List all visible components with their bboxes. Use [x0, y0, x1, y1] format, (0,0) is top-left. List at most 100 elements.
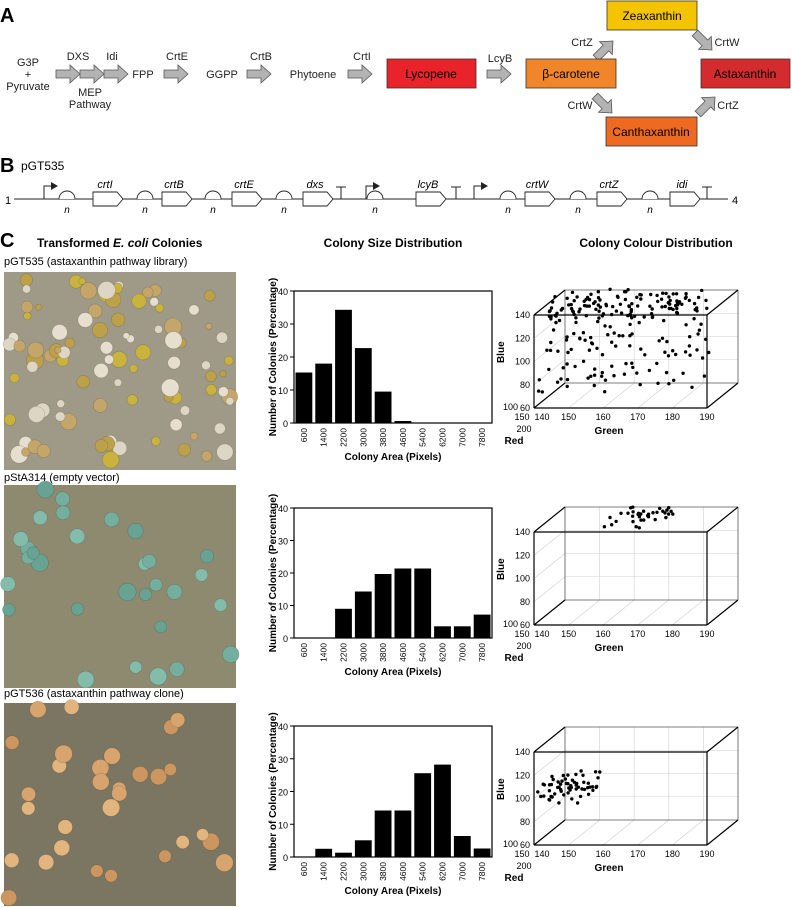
x-tick-label: 3000 [358, 862, 368, 881]
colony [102, 798, 121, 817]
blue-tick-label: 140 [515, 747, 530, 757]
point [657, 339, 661, 343]
colony [38, 854, 55, 871]
point [628, 334, 632, 338]
gene-crtw-label: crtW [526, 179, 550, 191]
colony [76, 670, 95, 689]
gene-dxs-label: dxs [306, 179, 324, 191]
colony [26, 546, 40, 560]
column-title-size: Colony Size Distribution [324, 236, 463, 250]
x-tick-label: 5400 [418, 428, 428, 447]
y-tick-label: 30 [278, 320, 288, 330]
point [651, 511, 655, 515]
y-tick-label: 30 [278, 537, 288, 547]
x-tick-label: 6200 [438, 428, 448, 447]
grid-line [603, 382, 635, 409]
red-tick-label: 200 [516, 641, 531, 651]
colony [32, 510, 48, 526]
box-edge [533, 382, 566, 409]
colony [196, 828, 209, 841]
colony [216, 331, 228, 344]
point [656, 299, 660, 304]
point [591, 788, 595, 792]
colony [2, 603, 16, 617]
point [635, 371, 639, 375]
red-axis-label: Red [505, 873, 524, 884]
bar [453, 836, 471, 857]
colony [54, 346, 62, 354]
box-edge [706, 506, 739, 533]
bar [414, 773, 432, 857]
colony [90, 864, 104, 878]
arrow-crtb [246, 64, 272, 84]
point [667, 382, 671, 386]
colony [111, 785, 128, 802]
point [617, 334, 621, 338]
colony [129, 660, 143, 674]
colony [97, 281, 116, 300]
colony [79, 282, 98, 300]
point [631, 519, 635, 524]
box-edge [533, 289, 566, 316]
point [692, 317, 696, 321]
point [667, 306, 671, 311]
point [638, 292, 642, 297]
point [675, 306, 679, 311]
point [596, 290, 600, 294]
point [549, 306, 554, 310]
colony [225, 397, 235, 406]
point [662, 318, 666, 323]
substrate-g3p: G3P [17, 57, 39, 69]
colony [103, 747, 121, 765]
point [573, 364, 577, 369]
point [696, 295, 701, 300]
colony [103, 511, 120, 528]
rbs-label: n [647, 205, 653, 216]
point [619, 311, 624, 315]
point [598, 770, 602, 774]
grid-line [533, 313, 566, 339]
point [630, 361, 634, 365]
substrate-pyruvate: Pyruvate [6, 81, 49, 93]
grid-line [672, 382, 704, 409]
x-tick-label: 600 [299, 643, 309, 657]
point [547, 789, 552, 793]
colony [21, 786, 36, 802]
colony [53, 839, 70, 857]
red-tick-label: 100 [503, 402, 518, 412]
point [563, 777, 567, 781]
point [600, 374, 604, 378]
point [649, 312, 654, 316]
point [632, 314, 637, 318]
colony [154, 325, 163, 334]
colony [126, 394, 138, 406]
point [681, 371, 685, 375]
point [569, 302, 573, 307]
point [569, 306, 574, 311]
gene-crte-arrow [231, 191, 263, 207]
point [674, 292, 679, 296]
point [606, 333, 610, 337]
point [631, 510, 635, 514]
arrow-crti [347, 64, 373, 84]
point [684, 292, 688, 296]
point [600, 314, 605, 318]
x-tick-label: 3800 [378, 428, 388, 447]
colony [0, 576, 16, 592]
astaxanthin-label: Astaxanthin [714, 67, 777, 81]
colony [205, 370, 217, 383]
colony [54, 744, 73, 764]
colony [94, 439, 109, 453]
colony [214, 422, 226, 435]
astaxanthin-box: Astaxanthin [700, 58, 791, 89]
construct-end: 4 [732, 195, 738, 207]
point [700, 288, 704, 293]
bar [354, 840, 372, 857]
point [688, 335, 692, 339]
intermediate-ggpp: GGPP [206, 69, 238, 81]
blue-tick-label: 120 [515, 770, 530, 780]
point [639, 512, 643, 516]
point [642, 315, 646, 319]
zeaxanthin-box: Zeaxanthin [606, 0, 698, 31]
